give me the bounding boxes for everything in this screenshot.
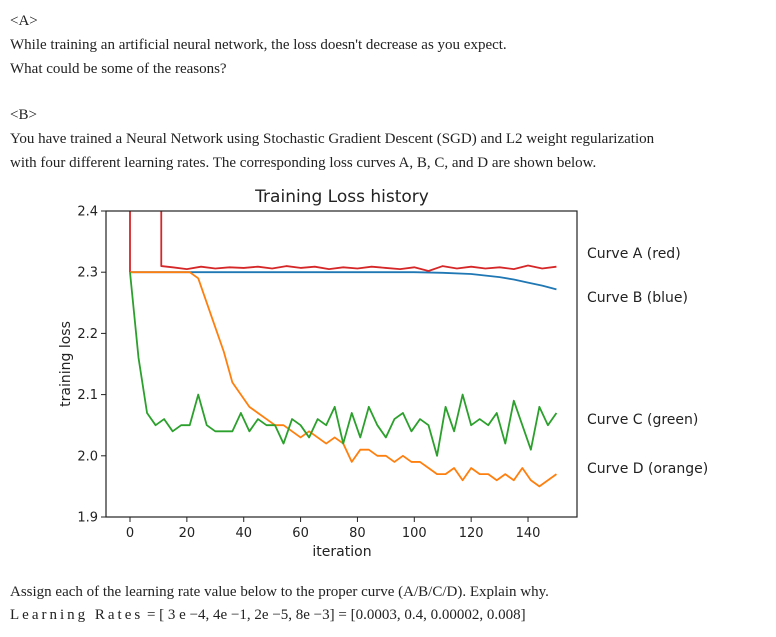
x-tick-label: 60: [292, 526, 309, 541]
assign-instruction: Assign each of the learning rate value b…: [10, 584, 549, 600]
series-line-4: [130, 271, 557, 488]
learning-rates-values: = [ 3 e −4, 4e −1, 2e −5, 8e −3] = [0.00…: [146, 607, 526, 623]
x-tick-label: 40: [235, 526, 252, 541]
series-line-2: [130, 271, 557, 291]
y-tick-label: 2.1: [77, 388, 98, 403]
plot-frame: [105, 210, 578, 518]
question-a-tag: <A>: [10, 13, 38, 29]
legend-label: Curve B (blue): [587, 290, 688, 306]
question-a-line: What could be some of the reasons?: [10, 61, 227, 77]
x-tick-label: 20: [179, 526, 196, 541]
y-tick-label: 2.2: [77, 327, 98, 342]
x-tick-label: 100: [402, 526, 427, 541]
learning-rates-line: Learning Rates = [ 3 e −4, 4e −1, 2e −5,…: [10, 607, 526, 624]
y-tick-label: 2.4: [77, 205, 98, 220]
x-tick-label: 120: [459, 526, 484, 541]
x-tick-label: 0: [126, 526, 134, 541]
question-b-line: You have trained a Neural Network using …: [10, 131, 655, 147]
y-tick-label: 2.3: [77, 266, 98, 281]
question-b-line: with four different learning rates. The …: [10, 155, 597, 171]
x-tick-label: 80: [349, 526, 366, 541]
y-axis-label: training loss: [58, 321, 74, 407]
question-a-line: While training an artificial neural netw…: [10, 37, 507, 53]
y-tick-label: 2.0: [77, 449, 98, 464]
y-tick-label: 1.9: [77, 511, 98, 526]
chart-title: Training Loss history: [254, 187, 429, 207]
learning-rates-label: Learning Rates: [10, 607, 144, 623]
legend-label: Curve A (red): [587, 246, 681, 262]
series-line-1: [129, 211, 557, 273]
series-line-3: [129, 272, 558, 457]
x-axis-label: iteration: [312, 544, 371, 560]
x-tick-label: 140: [516, 526, 541, 541]
question-b-tag: <B>: [10, 107, 37, 123]
legend-label: Curve C (green): [587, 412, 698, 428]
legend-label: Curve D (orange): [587, 461, 708, 477]
